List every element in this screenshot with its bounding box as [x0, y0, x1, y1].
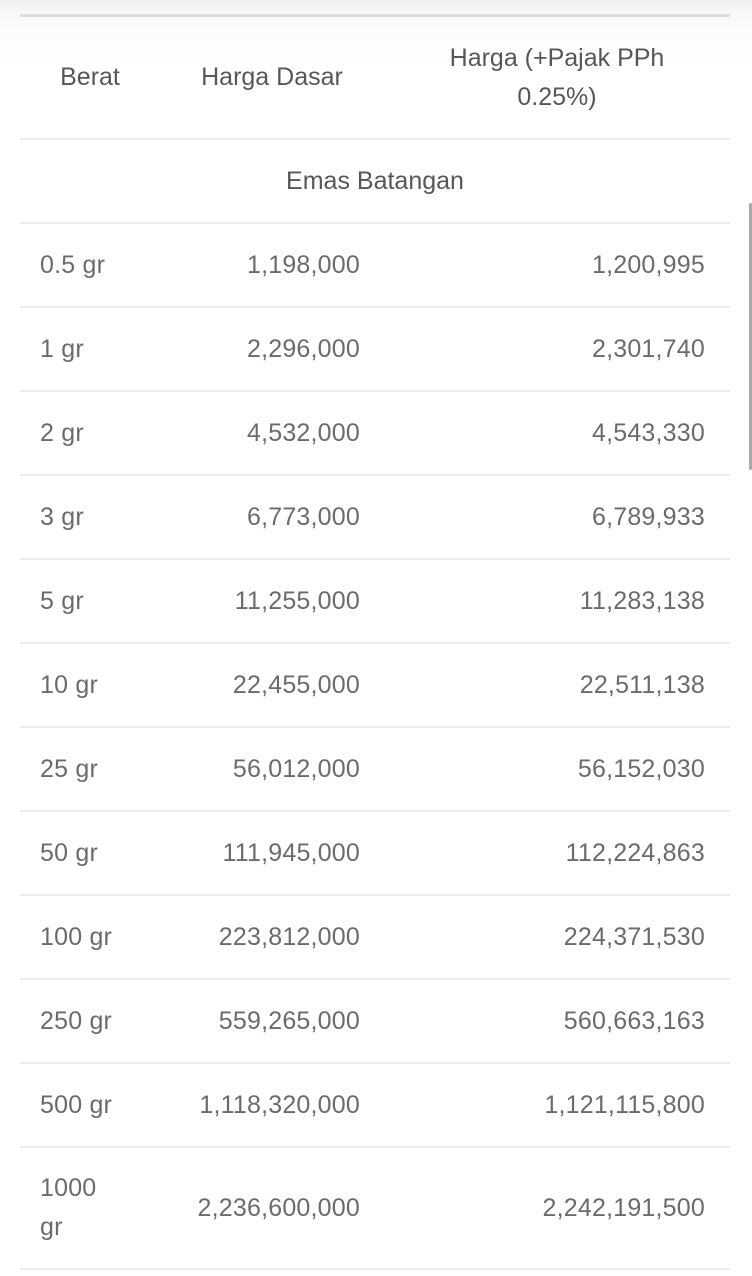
- weight-label: 10 gr: [40, 670, 98, 699]
- weight-cell: 1 gr: [20, 330, 160, 369]
- taxed-price-cell: 112,224,863: [565, 838, 705, 867]
- table-row: 3 gr 6,773,000 6,789,933: [20, 476, 730, 560]
- table-row: 5 gr 11,255,000 11,283,138: [20, 560, 730, 644]
- table-row: 1 gr 2,296,000 2,301,740: [20, 308, 730, 392]
- weight-cell: 5 gr: [20, 582, 160, 621]
- gold-price-table: Berat Harga Dasar Harga (+Pajak PPh 0.25…: [20, 14, 730, 1270]
- base-price-cell: 111,945,000: [222, 838, 360, 867]
- base-price-cell: 6,773,000: [246, 502, 360, 531]
- scrollbar-thumb[interactable]: [749, 203, 752, 470]
- weight-cell: 3 gr: [20, 498, 160, 537]
- weight-label: 250 gr: [40, 1006, 113, 1035]
- base-price-cell: 56,012,000: [232, 754, 360, 783]
- base-price-cell: 4,532,000: [246, 418, 360, 447]
- weight-cell: 10 gr: [20, 666, 160, 705]
- weight-cell: 2 gr: [20, 414, 160, 453]
- taxed-price-cell: 1,200,995: [591, 250, 705, 279]
- table-row: 2 gr 4,532,000 4,543,330: [20, 392, 730, 476]
- column-header-base-price: Harga Dasar: [201, 63, 343, 92]
- taxed-price-cell: 22,511,138: [579, 670, 705, 699]
- weight-cell: 1000 gr: [20, 1169, 160, 1247]
- taxed-price-cell: 2,242,191,500: [542, 1193, 705, 1222]
- table-row: 50 gr 111,945,000 112,224,863: [20, 812, 730, 896]
- table-row: 1000 gr 2,236,600,000 2,242,191,500: [20, 1148, 730, 1270]
- taxed-price-cell: 560,663,163: [563, 1006, 705, 1035]
- column-header-weight: Berat: [60, 63, 120, 92]
- base-price-cell: 1,198,000: [246, 250, 360, 279]
- weight-label: 0.5 gr: [40, 250, 106, 279]
- base-price-cell: 22,455,000: [232, 670, 360, 699]
- taxed-price-cell: 2,301,740: [591, 334, 705, 363]
- weight-label: 1000 gr: [40, 1174, 97, 1241]
- weight-cell: 250 gr: [20, 1002, 160, 1041]
- taxed-price-cell: 224,371,530: [563, 922, 705, 951]
- weight-label: 100 gr: [40, 922, 113, 951]
- column-header-taxed-price-label: Harga (+Pajak PPh 0.25%): [449, 43, 665, 111]
- weight-label: 5 gr: [40, 586, 84, 615]
- weight-cell: 0.5 gr: [20, 246, 160, 285]
- base-price-cell: 559,265,000: [218, 1006, 360, 1035]
- table-row: 0.5 gr 1,198,000 1,200,995: [20, 224, 730, 308]
- table-row: 250 gr 559,265,000 560,663,163: [20, 980, 730, 1064]
- weight-label: 50 gr: [40, 838, 98, 867]
- base-price-cell: 223,812,000: [218, 922, 360, 951]
- column-header-taxed-price: Harga (+Pajak PPh 0.25%): [384, 39, 730, 117]
- table-row: 500 gr 1,118,320,000 1,121,115,800: [20, 1064, 730, 1148]
- base-price-cell: 2,236,600,000: [197, 1193, 360, 1222]
- taxed-price-cell: 4,543,330: [591, 418, 705, 447]
- weight-cell: 500 gr: [20, 1086, 160, 1125]
- base-price-cell: 1,118,320,000: [199, 1090, 360, 1119]
- base-price-cell: 11,255,000: [234, 586, 360, 615]
- table-header-row: Berat Harga Dasar Harga (+Pajak PPh 0.25…: [20, 17, 730, 140]
- table-row: 10 gr 22,455,000 22,511,138: [20, 644, 730, 728]
- weight-cell: 25 gr: [20, 750, 160, 789]
- table-body: 0.5 gr 1,198,000 1,200,995 1 gr 2,296,000 2,3…: [20, 224, 730, 1270]
- table-row: 25 gr 56,012,000 56,152,030: [20, 728, 730, 812]
- taxed-price-cell: 56,152,030: [577, 754, 705, 783]
- weight-label: 3 gr: [40, 502, 84, 531]
- section-title: Emas Batangan: [286, 166, 464, 195]
- weight-label: 500 gr: [40, 1090, 113, 1119]
- base-price-cell: 2,296,000: [246, 334, 360, 363]
- taxed-price-cell: 1,121,115,800: [544, 1090, 705, 1119]
- weight-cell: 50 gr: [20, 834, 160, 873]
- weight-label: 1 gr: [40, 334, 84, 363]
- taxed-price-cell: 6,789,933: [591, 502, 705, 531]
- table-row: 100 gr 223,812,000 224,371,530: [20, 896, 730, 980]
- weight-label: 25 gr: [40, 754, 98, 783]
- weight-label: 2 gr: [40, 418, 84, 447]
- weight-cell: 100 gr: [20, 918, 160, 957]
- section-row-emas-batangan: Emas Batangan: [20, 140, 730, 224]
- taxed-price-cell: 11,283,138: [579, 586, 705, 615]
